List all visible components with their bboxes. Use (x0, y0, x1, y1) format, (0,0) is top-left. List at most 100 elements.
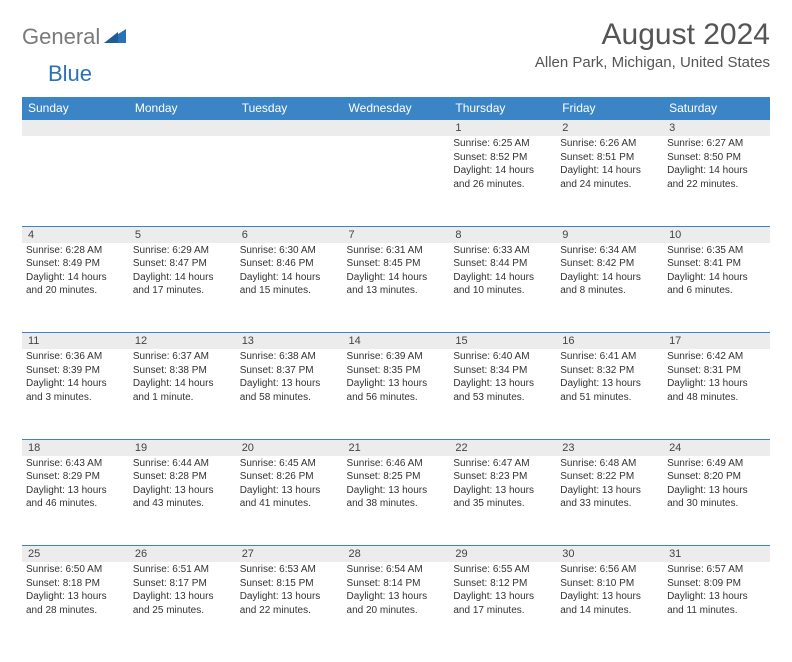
day-cell (129, 136, 236, 226)
day-number-row: 123 (22, 120, 770, 137)
sunrise-text: Sunrise: 6:26 AM (560, 137, 659, 151)
day-number-row: 45678910 (22, 226, 770, 243)
sunrise-text: Sunrise: 6:53 AM (240, 563, 339, 577)
day-content: Sunrise: 6:27 AMSunset: 8:50 PMDaylight:… (663, 136, 770, 194)
day-number-cell: 14 (343, 333, 450, 350)
day-cell: Sunrise: 6:55 AMSunset: 8:12 PMDaylight:… (449, 562, 556, 652)
daylight-text: Daylight: 13 hours and 33 minutes. (560, 484, 659, 511)
day-content: Sunrise: 6:37 AMSunset: 8:38 PMDaylight:… (129, 349, 236, 407)
day-number-cell: 2 (556, 120, 663, 137)
day-number-cell: 31 (663, 546, 770, 563)
calendar-body: 123Sunrise: 6:25 AMSunset: 8:52 PMDaylig… (22, 120, 770, 653)
daylight-text: Daylight: 13 hours and 53 minutes. (453, 377, 552, 404)
daylight-text: Daylight: 13 hours and 20 minutes. (347, 590, 446, 617)
sunset-text: Sunset: 8:52 PM (453, 151, 552, 165)
daylight-text: Daylight: 14 hours and 15 minutes. (240, 271, 339, 298)
sunset-text: Sunset: 8:10 PM (560, 577, 659, 591)
day-cell: Sunrise: 6:54 AMSunset: 8:14 PMDaylight:… (343, 562, 450, 652)
daylight-text: Daylight: 13 hours and 28 minutes. (26, 590, 125, 617)
day-cell: Sunrise: 6:25 AMSunset: 8:52 PMDaylight:… (449, 136, 556, 226)
title-block: August 2024 Allen Park, Michigan, United… (535, 18, 770, 71)
day-cell: Sunrise: 6:40 AMSunset: 8:34 PMDaylight:… (449, 349, 556, 439)
day-content: Sunrise: 6:34 AMSunset: 8:42 PMDaylight:… (556, 243, 663, 301)
daylight-text: Daylight: 13 hours and 22 minutes. (240, 590, 339, 617)
day-cell: Sunrise: 6:57 AMSunset: 8:09 PMDaylight:… (663, 562, 770, 652)
day-number-cell: 30 (556, 546, 663, 563)
sunrise-text: Sunrise: 6:46 AM (347, 457, 446, 471)
day-number-cell: 17 (663, 333, 770, 350)
day-cell: Sunrise: 6:48 AMSunset: 8:22 PMDaylight:… (556, 456, 663, 546)
daylight-text: Daylight: 13 hours and 46 minutes. (26, 484, 125, 511)
day-number-cell: 13 (236, 333, 343, 350)
calendar-table: SundayMondayTuesdayWednesdayThursdayFrid… (22, 97, 770, 652)
day-number-cell: 15 (449, 333, 556, 350)
day-number-cell: 28 (343, 546, 450, 563)
day-content-row: Sunrise: 6:36 AMSunset: 8:39 PMDaylight:… (22, 349, 770, 439)
sunset-text: Sunset: 8:26 PM (240, 470, 339, 484)
day-content-row: Sunrise: 6:28 AMSunset: 8:49 PMDaylight:… (22, 243, 770, 333)
daylight-text: Daylight: 14 hours and 24 minutes. (560, 164, 659, 191)
day-cell: Sunrise: 6:50 AMSunset: 8:18 PMDaylight:… (22, 562, 129, 652)
weekday-header-row: SundayMondayTuesdayWednesdayThursdayFrid… (22, 97, 770, 120)
day-content-row: Sunrise: 6:25 AMSunset: 8:52 PMDaylight:… (22, 136, 770, 226)
daylight-text: Daylight: 13 hours and 11 minutes. (667, 590, 766, 617)
sunrise-text: Sunrise: 6:50 AM (26, 563, 125, 577)
day-content: Sunrise: 6:29 AMSunset: 8:47 PMDaylight:… (129, 243, 236, 301)
logo-text-gray: General (22, 24, 100, 50)
sunrise-text: Sunrise: 6:27 AM (667, 137, 766, 151)
day-content: Sunrise: 6:56 AMSunset: 8:10 PMDaylight:… (556, 562, 663, 620)
day-number-cell: 29 (449, 546, 556, 563)
sunrise-text: Sunrise: 6:51 AM (133, 563, 232, 577)
day-number-cell: 20 (236, 439, 343, 456)
day-content: Sunrise: 6:25 AMSunset: 8:52 PMDaylight:… (449, 136, 556, 194)
sunset-text: Sunset: 8:15 PM (240, 577, 339, 591)
day-content: Sunrise: 6:42 AMSunset: 8:31 PMDaylight:… (663, 349, 770, 407)
sunrise-text: Sunrise: 6:45 AM (240, 457, 339, 471)
sunset-text: Sunset: 8:38 PM (133, 364, 232, 378)
day-number-cell: 1 (449, 120, 556, 137)
weekday-header: Saturday (663, 97, 770, 120)
day-number-cell: 24 (663, 439, 770, 456)
day-content: Sunrise: 6:36 AMSunset: 8:39 PMDaylight:… (22, 349, 129, 407)
sunset-text: Sunset: 8:31 PM (667, 364, 766, 378)
sunrise-text: Sunrise: 6:31 AM (347, 244, 446, 258)
day-content: Sunrise: 6:49 AMSunset: 8:20 PMDaylight:… (663, 456, 770, 514)
day-cell: Sunrise: 6:28 AMSunset: 8:49 PMDaylight:… (22, 243, 129, 333)
day-number-cell: 23 (556, 439, 663, 456)
day-number-cell: 16 (556, 333, 663, 350)
day-number-cell: 9 (556, 226, 663, 243)
sunrise-text: Sunrise: 6:43 AM (26, 457, 125, 471)
sunrise-text: Sunrise: 6:30 AM (240, 244, 339, 258)
day-number-cell: 19 (129, 439, 236, 456)
day-content: Sunrise: 6:57 AMSunset: 8:09 PMDaylight:… (663, 562, 770, 620)
day-cell: Sunrise: 6:33 AMSunset: 8:44 PMDaylight:… (449, 243, 556, 333)
daylight-text: Daylight: 14 hours and 26 minutes. (453, 164, 552, 191)
daylight-text: Daylight: 14 hours and 20 minutes. (26, 271, 125, 298)
sunset-text: Sunset: 8:47 PM (133, 257, 232, 271)
day-content: Sunrise: 6:45 AMSunset: 8:26 PMDaylight:… (236, 456, 343, 514)
daylight-text: Daylight: 14 hours and 3 minutes. (26, 377, 125, 404)
sunset-text: Sunset: 8:44 PM (453, 257, 552, 271)
day-number-cell (236, 120, 343, 137)
sunrise-text: Sunrise: 6:36 AM (26, 350, 125, 364)
sunset-text: Sunset: 8:18 PM (26, 577, 125, 591)
daylight-text: Daylight: 14 hours and 22 minutes. (667, 164, 766, 191)
day-cell: Sunrise: 6:44 AMSunset: 8:28 PMDaylight:… (129, 456, 236, 546)
day-number-cell: 7 (343, 226, 450, 243)
sunset-text: Sunset: 8:39 PM (26, 364, 125, 378)
day-number-cell: 10 (663, 226, 770, 243)
day-number-cell (22, 120, 129, 137)
sunrise-text: Sunrise: 6:47 AM (453, 457, 552, 471)
day-content-row: Sunrise: 6:43 AMSunset: 8:29 PMDaylight:… (22, 456, 770, 546)
sunset-text: Sunset: 8:09 PM (667, 577, 766, 591)
day-content: Sunrise: 6:44 AMSunset: 8:28 PMDaylight:… (129, 456, 236, 514)
weekday-header: Sunday (22, 97, 129, 120)
day-cell: Sunrise: 6:56 AMSunset: 8:10 PMDaylight:… (556, 562, 663, 652)
sunset-text: Sunset: 8:17 PM (133, 577, 232, 591)
day-number-cell: 11 (22, 333, 129, 350)
day-content: Sunrise: 6:47 AMSunset: 8:23 PMDaylight:… (449, 456, 556, 514)
sunrise-text: Sunrise: 6:38 AM (240, 350, 339, 364)
daylight-text: Daylight: 13 hours and 48 minutes. (667, 377, 766, 404)
sunrise-text: Sunrise: 6:44 AM (133, 457, 232, 471)
day-content-row: Sunrise: 6:50 AMSunset: 8:18 PMDaylight:… (22, 562, 770, 652)
